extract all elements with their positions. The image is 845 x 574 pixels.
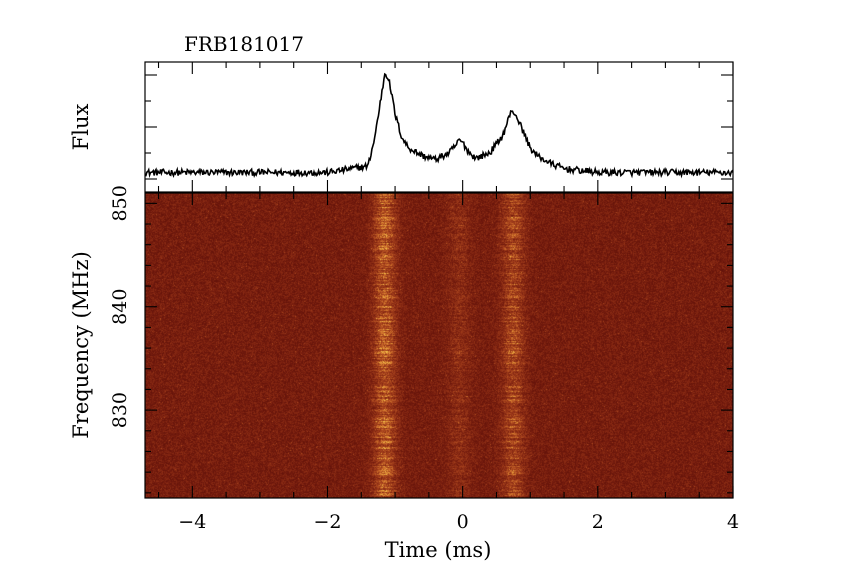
y-tick-label: 840 <box>109 289 131 325</box>
x-tick-label: −4 <box>178 511 206 533</box>
flux-axis-label: Flux <box>69 104 93 151</box>
x-axis-label: Time (ms) <box>385 538 492 562</box>
waterfall-panel-frame <box>144 192 734 499</box>
flux-ticks <box>145 62 734 192</box>
x-tick-label: −2 <box>313 511 341 533</box>
y-axis-label: Frequency (MHz) <box>69 251 93 439</box>
x-tick-labels: −4 −2 0 2 4 <box>178 511 739 533</box>
waterfall-ticks <box>145 193 734 498</box>
flux-profile-line <box>145 72 734 179</box>
y-tick-label: 850 <box>109 185 131 221</box>
waterfall-heatmap <box>145 193 733 498</box>
x-tick-label: 2 <box>592 511 604 533</box>
waterfall-panel: −4 −2 0 2 4 830 840 850 Time (ms) Freque… <box>69 185 739 562</box>
chart-title: FRB181017 <box>184 32 304 56</box>
x-tick-label: 4 <box>727 511 739 533</box>
flux-panel: Flux <box>69 61 734 193</box>
y-tick-labels: 830 840 850 <box>109 185 131 428</box>
x-tick-label: 0 <box>457 511 469 533</box>
y-tick-label: 830 <box>109 392 131 428</box>
